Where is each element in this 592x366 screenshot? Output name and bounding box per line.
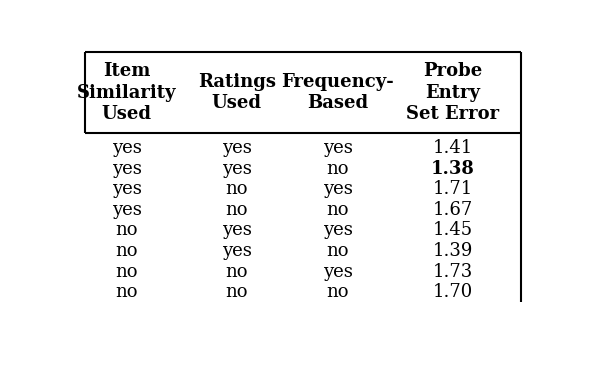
- Text: no: no: [327, 283, 349, 301]
- Text: no: no: [327, 160, 349, 178]
- Text: 1.41: 1.41: [432, 139, 472, 157]
- Text: no: no: [226, 180, 248, 198]
- Text: no: no: [327, 201, 349, 219]
- Text: 1.73: 1.73: [432, 263, 472, 281]
- Text: no: no: [226, 283, 248, 301]
- Text: yes: yes: [323, 221, 353, 239]
- Text: yes: yes: [222, 160, 252, 178]
- Text: yes: yes: [112, 180, 141, 198]
- Text: Frequency-
Based: Frequency- Based: [281, 73, 394, 112]
- Text: yes: yes: [222, 221, 252, 239]
- Text: yes: yes: [323, 263, 353, 281]
- Text: no: no: [115, 221, 138, 239]
- Text: Item
Similarity
Used: Item Similarity Used: [77, 62, 176, 123]
- Text: 1.67: 1.67: [432, 201, 472, 219]
- Text: 1.38: 1.38: [430, 160, 474, 178]
- Text: Probe
Entry
Set Error: Probe Entry Set Error: [406, 62, 499, 123]
- Text: yes: yes: [112, 201, 141, 219]
- Text: no: no: [226, 201, 248, 219]
- Text: yes: yes: [112, 139, 141, 157]
- Text: no: no: [115, 283, 138, 301]
- Text: no: no: [327, 242, 349, 260]
- Text: yes: yes: [222, 242, 252, 260]
- Text: 1.45: 1.45: [432, 221, 472, 239]
- Text: yes: yes: [222, 139, 252, 157]
- Text: 1.39: 1.39: [432, 242, 472, 260]
- Text: no: no: [115, 242, 138, 260]
- Text: 1.70: 1.70: [432, 283, 472, 301]
- Text: no: no: [115, 263, 138, 281]
- Text: yes: yes: [323, 139, 353, 157]
- Text: Ratings
Used: Ratings Used: [198, 73, 276, 112]
- Text: yes: yes: [323, 180, 353, 198]
- Text: yes: yes: [112, 160, 141, 178]
- Text: 1.71: 1.71: [432, 180, 472, 198]
- Text: no: no: [226, 263, 248, 281]
